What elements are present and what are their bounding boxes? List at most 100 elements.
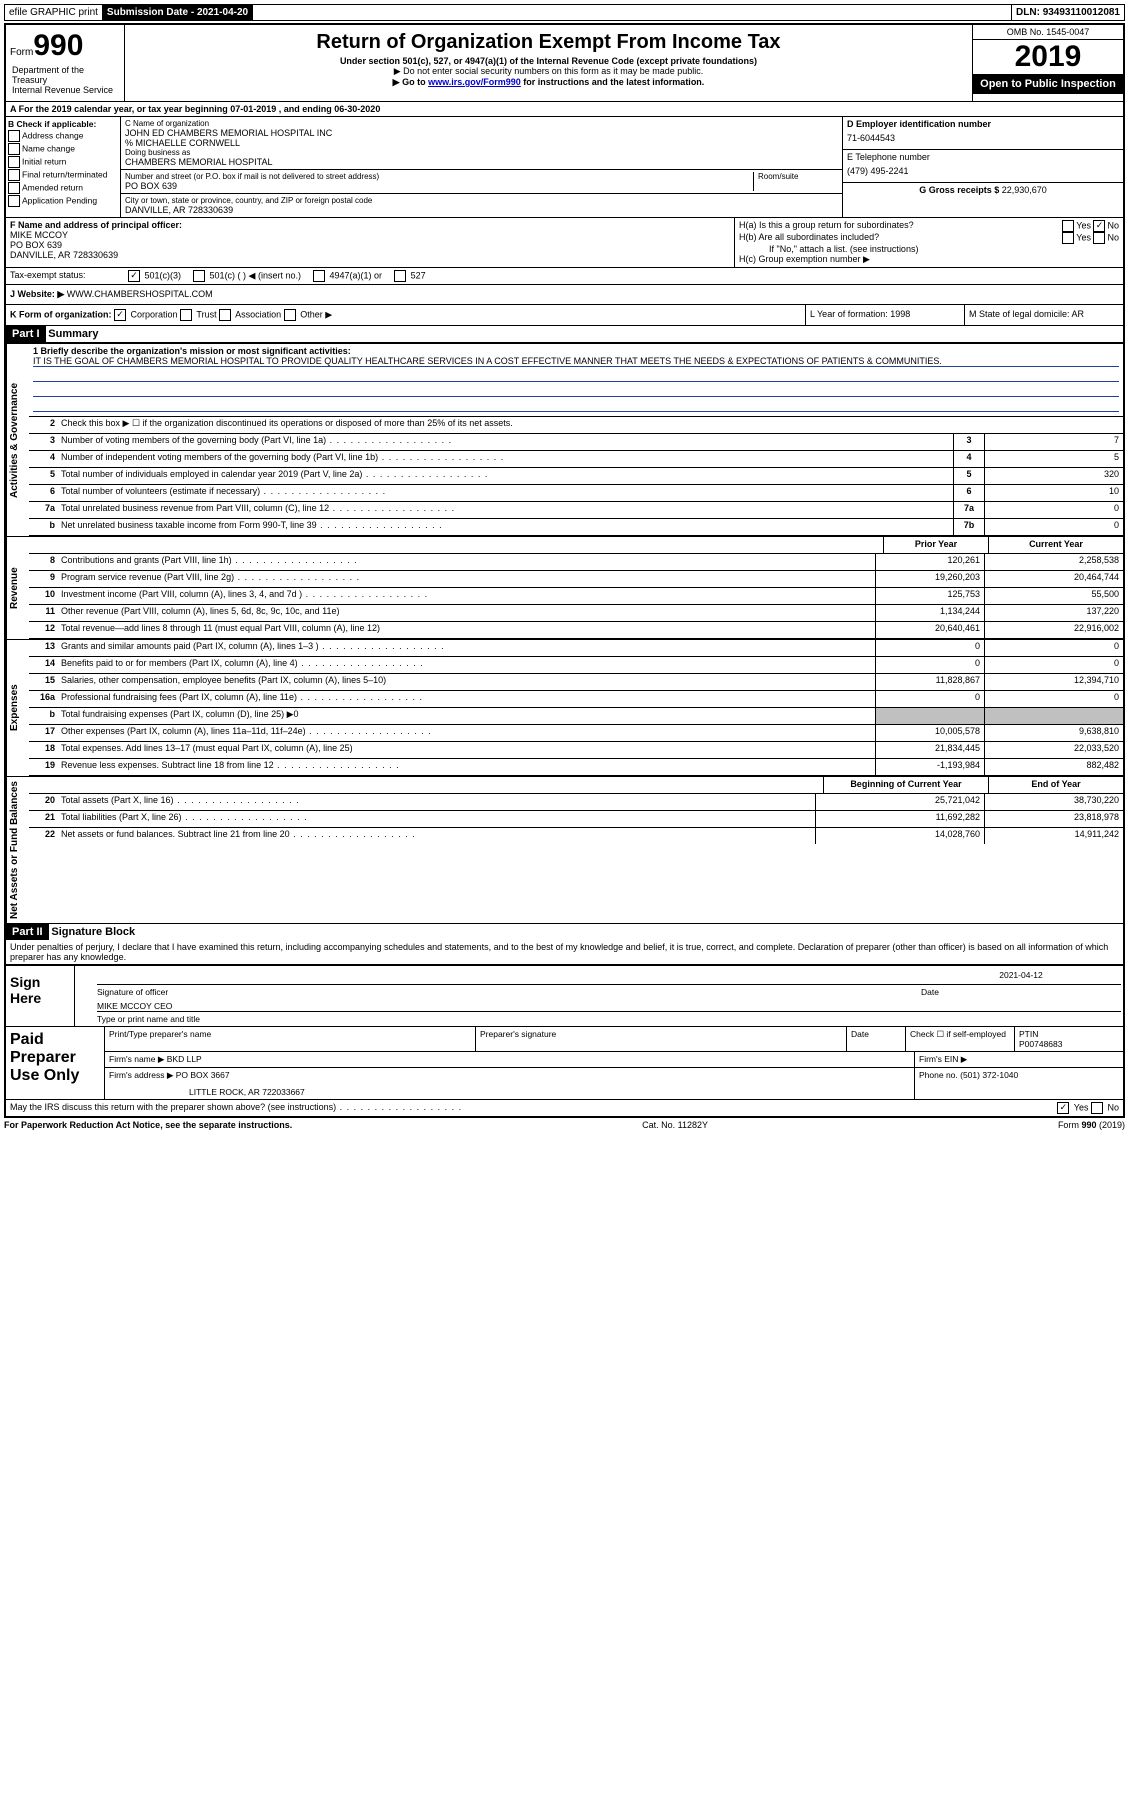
line-16b: Total fundraising expenses (Part IX, col…	[59, 708, 875, 724]
h-section: H(a) Is this a group return for subordin…	[735, 218, 1123, 267]
klm-row: K Form of organization: Corporation Trus…	[6, 305, 1123, 326]
expenses-section: Expenses 13Grants and similar amounts pa…	[6, 639, 1123, 776]
cb-trust[interactable]	[180, 309, 192, 321]
activities-section: Activities & Governance 1 Briefly descri…	[6, 343, 1123, 536]
tax-year: 2019	[973, 40, 1123, 74]
vert-expenses: Expenses	[6, 640, 29, 776]
line-19: Revenue less expenses. Subtract line 18 …	[59, 759, 875, 775]
vert-activities: Activities & Governance	[6, 344, 29, 536]
line-22: Net assets or fund balances. Subtract li…	[59, 828, 815, 844]
line-21: Total liabilities (Part X, line 26)	[59, 811, 815, 827]
cb-address[interactable]: Address change	[8, 130, 118, 142]
year-formation: L Year of formation: 1998	[805, 305, 964, 325]
note-link: ▶ Go to www.irs.gov/Form990 for instruct…	[129, 77, 968, 88]
open-inspection: Open to Public Inspection	[973, 74, 1123, 94]
right-info: D Employer identification number 71-6044…	[842, 117, 1123, 217]
prep-date-label: Date	[847, 1027, 906, 1051]
form-container: Form990 Department of the Treasury Inter…	[4, 23, 1125, 1118]
prep-check[interactable]: Check ☐ if self-employed	[906, 1027, 1015, 1051]
cb-name[interactable]: Name change	[8, 143, 118, 155]
line-3: Number of voting members of the governin…	[59, 434, 953, 450]
phone-cell: E Telephone number (479) 495-2241	[843, 150, 1123, 183]
col-prior: Prior Year	[883, 537, 988, 553]
line-10: Investment income (Part VIII, column (A)…	[59, 588, 875, 604]
line-11: Other revenue (Part VIII, column (A), li…	[59, 605, 875, 621]
vert-revenue: Revenue	[6, 537, 29, 639]
org-info: C Name of organization JOHN ED CHAMBERS …	[121, 117, 842, 217]
tax-status-row: Tax-exempt status: 501(c)(3) 501(c) ( ) …	[6, 268, 1123, 285]
line-16a: Professional fundraising fees (Part IX, …	[59, 691, 875, 707]
part1-header: Part I Summary	[6, 326, 1123, 343]
state-domicile: M State of legal domicile: AR	[964, 305, 1123, 325]
omb-label: OMB No. 1545-0047	[973, 25, 1123, 40]
sign-section: Sign Here Signature of officer 2021-04-1…	[6, 966, 1123, 1027]
top-bar: efile GRAPHIC print Submission Date - 20…	[4, 4, 1125, 21]
paid-preparer-section: Paid Preparer Use Only Print/Type prepar…	[6, 1027, 1123, 1099]
note-ssn: ▶ Do not enter social security numbers o…	[129, 66, 968, 77]
line-12: Total revenue—add lines 8 through 11 (mu…	[59, 622, 875, 638]
title-block: Return of Organization Exempt From Incom…	[125, 25, 972, 101]
cb-corp[interactable]	[114, 309, 126, 321]
col-end: End of Year	[988, 777, 1123, 793]
line-7b: Net unrelated business taxable income fr…	[59, 519, 953, 535]
net-assets-section: Net Assets or Fund Balances Beginning of…	[6, 776, 1123, 923]
check-b-column: B Check if applicable: Address change Na…	[6, 117, 121, 217]
line-5: Total number of individuals employed in …	[59, 468, 953, 484]
room-label: Room/suite	[753, 172, 838, 191]
footer-mid: Cat. No. 11282Y	[642, 1120, 708, 1130]
dln-label: DLN: 93493110012081	[1011, 5, 1124, 20]
footer-right: Form 990 (2019)	[1058, 1120, 1125, 1130]
submission-date-button[interactable]: Submission Date - 2021-04-20	[103, 5, 253, 20]
ptin-cell: PTINP00748683	[1015, 1027, 1123, 1051]
sign-here-label: Sign Here	[6, 966, 75, 1026]
prep-sig-label: Preparer's signature	[476, 1027, 847, 1051]
dept-label: Department of the Treasury Internal Reve…	[10, 63, 120, 97]
cb-4947[interactable]: 4947(a)(1) or	[313, 270, 382, 282]
firm-name-cell: Firm's name ▶ BKD LLP	[105, 1052, 915, 1067]
col-current: Current Year	[988, 537, 1123, 553]
officer-section: F Name and address of principal officer:…	[6, 218, 1123, 268]
spacer	[253, 5, 1011, 20]
cb-final[interactable]: Final return/terminated	[8, 169, 118, 181]
penalty-text: Under penalties of perjury, I declare th…	[6, 940, 1123, 966]
firm-phone-cell: Phone no. (501) 372-1040	[915, 1068, 1123, 1099]
part2-header: Part II Signature Block	[6, 923, 1123, 940]
line-8: Contributions and grants (Part VIII, lin…	[59, 554, 875, 570]
firm-addr-cell: Firm's address ▶ PO BOX 3667 LITTLE ROCK…	[105, 1068, 915, 1099]
line-13: Grants and similar amounts paid (Part IX…	[59, 640, 875, 656]
org-name-cell: C Name of organization JOHN ED CHAMBERS …	[121, 117, 842, 170]
identity-section: B Check if applicable: Address change Na…	[6, 117, 1123, 218]
ein-cell: D Employer identification number 71-6044…	[843, 117, 1123, 150]
line-20: Total assets (Part X, line 16)	[59, 794, 815, 810]
prep-name-label: Print/Type preparer's name	[105, 1027, 476, 1051]
line-15: Salaries, other compensation, employee b…	[59, 674, 875, 690]
firm-ein-label: Firm's EIN ▶	[915, 1052, 1123, 1067]
year-box: OMB No. 1545-0047 2019 Open to Public In…	[972, 25, 1123, 101]
discuss-no[interactable]	[1091, 1102, 1103, 1114]
irs-link[interactable]: www.irs.gov/Form990	[428, 77, 521, 87]
vert-net: Net Assets or Fund Balances	[6, 777, 29, 923]
line-6: Total number of volunteers (estimate if …	[59, 485, 953, 501]
tax-status-label: Tax-exempt status:	[10, 270, 116, 282]
cb-501c[interactable]: 501(c) ( ) ◀ (insert no.)	[193, 270, 301, 282]
line-7a: Total unrelated business revenue from Pa…	[59, 502, 953, 518]
footer-left: For Paperwork Reduction Act Notice, see …	[4, 1120, 292, 1130]
mission-box: 1 Briefly describe the organization's mi…	[29, 344, 1123, 416]
line-a: A For the 2019 calendar year, or tax yea…	[6, 102, 1123, 117]
cb-amended[interactable]: Amended return	[8, 182, 118, 194]
cb-pending[interactable]: Application Pending	[8, 195, 118, 207]
subtitle: Under section 501(c), 527, or 4947(a)(1)…	[129, 56, 968, 66]
form-title: Return of Organization Exempt From Incom…	[129, 31, 968, 54]
discuss-row: May the IRS discuss this return with the…	[6, 1099, 1123, 1116]
cb-501c3[interactable]: 501(c)(3)	[128, 270, 181, 282]
gross-cell: G Gross receipts $ 22,930,670	[843, 183, 1123, 197]
line-4: Number of independent voting members of …	[59, 451, 953, 467]
discuss-yes[interactable]	[1057, 1102, 1069, 1114]
cb-assoc[interactable]	[219, 309, 231, 321]
cb-other[interactable]	[284, 309, 296, 321]
cb-527[interactable]: 527	[394, 270, 426, 282]
website-row: J Website: ▶ WWW.CHAMBERSHOSPITAL.COM	[6, 285, 1123, 305]
revenue-section: Revenue Prior Year Current Year 8Contrib…	[6, 536, 1123, 639]
city-cell: City or town, state or province, country…	[121, 194, 842, 217]
cb-initial[interactable]: Initial return	[8, 156, 118, 168]
